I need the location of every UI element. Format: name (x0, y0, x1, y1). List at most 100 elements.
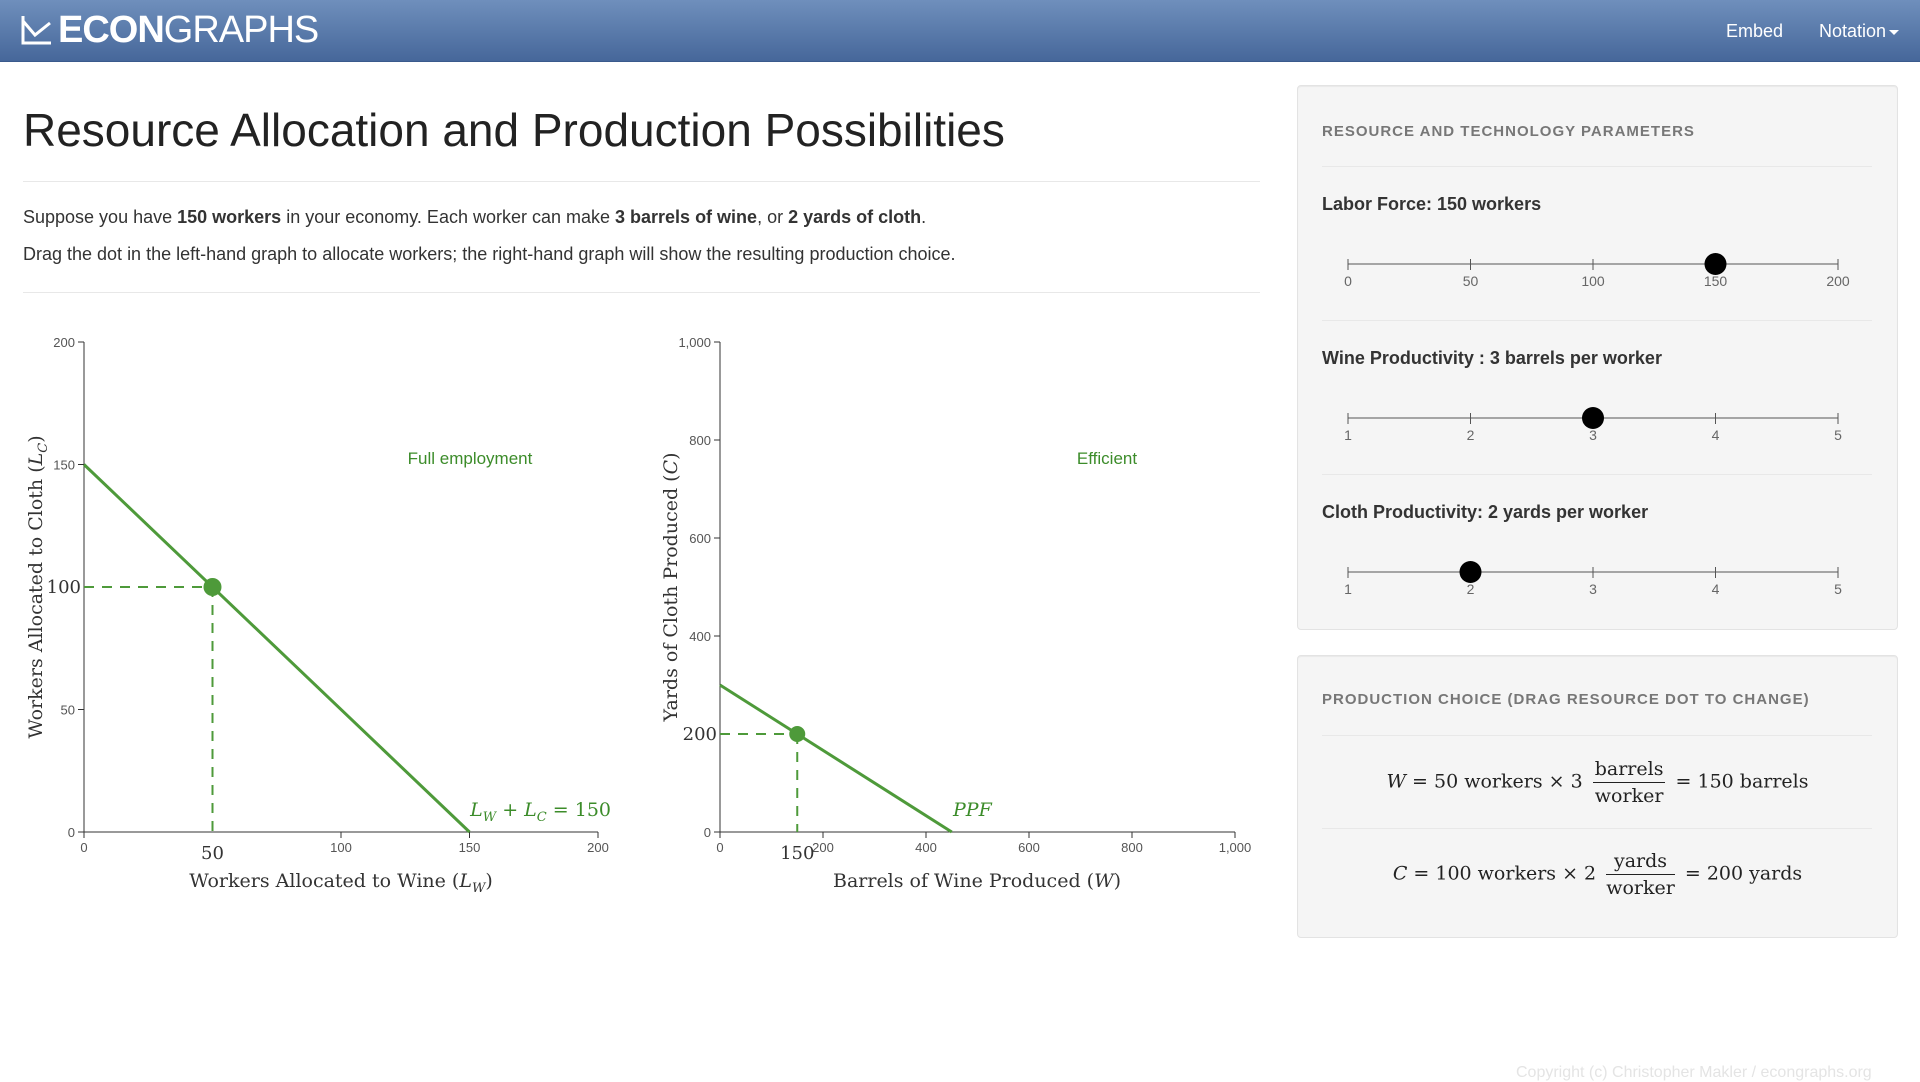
labor-y-tick-label: 50 (61, 703, 75, 718)
panel-divider (1322, 474, 1872, 475)
cloth-eq-variable: C (1392, 862, 1408, 885)
intro-bold-cloth: 2 yards of cloth (788, 207, 922, 227)
ppf-axes (719, 342, 1235, 833)
slider-handle[interactable] (1459, 561, 1482, 583)
notation-label: Notation (1819, 21, 1887, 41)
title-divider (23, 181, 1260, 182)
ppf-y-tick-label: 800 (689, 433, 711, 448)
brand-logo[interactable]: ECON GRAPHS (20, 8, 319, 51)
intro-bold-workers: 150 workers (177, 207, 282, 227)
ppf-x-axis-title: Barrels of Wine Produced (W) (833, 870, 1121, 892)
slider-tick-label: 200 (1826, 273, 1850, 289)
parameters-panel-title: RESOURCE AND TECHNOLOGY PARAMETERS (1322, 123, 1695, 140)
ppf-x-tick-label: 800 (1121, 840, 1143, 855)
slider-tick-label: 5 (1834, 581, 1842, 597)
ppf-point-x-label: 150 (780, 843, 814, 864)
ppf-x-tick-label: 1,000 (1219, 840, 1252, 855)
panel-divider (1322, 320, 1872, 321)
ppf-line (719, 683, 953, 834)
efficient-label: Efficient (1077, 449, 1137, 468)
ppf-y-tick-label: 600 (689, 531, 711, 546)
slider-handle[interactable] (1582, 407, 1604, 429)
wine-eq-variable: W (1386, 770, 1406, 793)
full-employment-label: Full employment (408, 449, 533, 468)
ppf-x-tick-label: 600 (1018, 840, 1040, 855)
slider-tick-label: 150 (1704, 273, 1728, 289)
labor-x-tick-label: 0 (80, 840, 87, 855)
intro-line-1: Suppose you have 150 workers in your eco… (23, 207, 926, 228)
intro-text: in your economy. Each worker can make (281, 207, 616, 227)
labor-point-x-label: 50 (201, 843, 224, 864)
ppf-y-tick-label: 0 (704, 825, 711, 840)
slider-tick-label: 2 (1467, 427, 1475, 443)
wine-productivity-label: Wine Productivity : 3 barrels per worker (1322, 348, 1662, 368)
slider-tick-label: 2 (1467, 581, 1475, 597)
labor-ticks: 0 100 150 200 0 50 150 200 (53, 335, 609, 855)
panel-divider (1322, 166, 1872, 167)
intro-bold-wine: 3 barrels of wine (615, 207, 758, 227)
cloth-eq-result: = 200 yards (1684, 862, 1803, 885)
slider-tick-label: 5 (1834, 427, 1842, 443)
slider-tick-label: 3 (1589, 427, 1597, 443)
ppf-curve-label: PPF (952, 799, 993, 821)
wine-productivity-slider[interactable]: 1 2 3 4 5 (1338, 398, 1858, 448)
constraint-equation-label: LW + LC = 150 (469, 799, 611, 825)
labor-y-axis-title: Workers Allocated to Cloth (LC) (25, 435, 51, 738)
labor-force-slider[interactable]: 0 50 100 150 200 (1338, 244, 1858, 294)
ppf-y-tick-label: 1,000 (678, 335, 711, 350)
production-choice-panel: PRODUCTION CHOICE (DRAG RESOURCE DOT TO … (1297, 655, 1898, 938)
intro-text: . (921, 207, 927, 227)
footer-copyright: Copyright (c) Christopher Makler / econg… (1516, 1064, 1872, 1081)
ppf-point-y-label: 200 (683, 724, 717, 745)
production-panel-title: PRODUCTION CHOICE (DRAG RESOURCE DOT TO … (1322, 691, 1810, 708)
slider-tick-label: 50 (1463, 273, 1479, 289)
ppf-ticks: 0 200 400 600 800 1,000 0 400 600 800 1,000 (678, 335, 1251, 855)
panel-divider (1322, 735, 1872, 736)
intro-text: , or (757, 207, 789, 227)
slider-tick-label: 0 (1344, 273, 1352, 289)
labor-x-tick-label: 150 (459, 840, 481, 855)
slider-tick-label: 100 (1581, 273, 1605, 289)
embed-link[interactable]: Embed (1726, 21, 1784, 41)
intro-divider (23, 292, 1260, 293)
cloth-eq-workers: = 100 workers × 2 (1413, 862, 1597, 885)
intro-line-2: Drag the dot in the left-hand graph to a… (23, 244, 956, 264)
labor-y-tick-label: 0 (68, 825, 75, 840)
ppf-x-tick-label: 400 (915, 840, 937, 855)
slider-tick-label: 1 (1344, 581, 1352, 597)
labor-force-label: Labor Force: 150 workers (1322, 194, 1542, 214)
brand-name-light: GRAPHS (163, 8, 319, 51)
notation-dropdown[interactable]: Notation (1819, 21, 1900, 42)
page-title: Resource Allocation and Production Possi… (23, 104, 1005, 156)
navbar: ECON GRAPHS Embed Notation (0, 0, 1920, 62)
ppf-y-tick-label: 400 (689, 629, 711, 644)
cloth-eq-denominator: worker (1606, 877, 1675, 899)
slider-tick-label: 4 (1712, 581, 1720, 597)
labor-y-tick-label: 200 (53, 335, 75, 350)
slider-handle[interactable] (1704, 253, 1727, 275)
labor-x-tick-label: 100 (330, 840, 352, 855)
production-choice-dot (789, 726, 806, 742)
brand-name-bold: ECON (58, 8, 165, 51)
cloth-production-equation: C = 100 workers × 2 yards worker = 200 ya… (1298, 850, 1897, 899)
labor-allocation-chart: 0 100 150 200 0 50 150 200 50 100 Full employme… (25, 335, 611, 896)
intro-text: Suppose you have (23, 207, 178, 227)
ppf-y-axis-title: Yards of Cloth Produced (C) (660, 452, 682, 722)
cloth-productivity-slider[interactable]: 1 2 3 4 5 (1338, 552, 1858, 602)
wine-eq-fraction: barrels worker (1592, 758, 1666, 807)
slider-tick-label: 1 (1344, 427, 1352, 443)
labor-allocation-dot[interactable] (203, 578, 222, 596)
wine-eq-numerator: barrels (1592, 758, 1666, 783)
caret-down-icon (1889, 29, 1900, 35)
full-employment-line (82, 463, 471, 834)
labor-point-y-label: 100 (47, 577, 81, 598)
slider-tick-label: 3 (1589, 581, 1597, 597)
ppf-chart: 0 200 400 600 800 1,000 0 400 600 800 1,000 150 20… (660, 335, 1251, 892)
labor-x-axis-title: Workers Allocated to Wine (LW) (189, 870, 493, 896)
wine-eq-result: = 150 barrels (1675, 770, 1809, 793)
slider-tick-label: 4 (1712, 427, 1720, 443)
graph-logo-icon (21, 16, 51, 45)
wine-production-equation: W = 50 workers × 3 barrels worker = 150 b… (1298, 758, 1897, 807)
cloth-eq-numerator: yards (1606, 850, 1675, 875)
ppf-x-tick-label: 200 (812, 840, 834, 855)
